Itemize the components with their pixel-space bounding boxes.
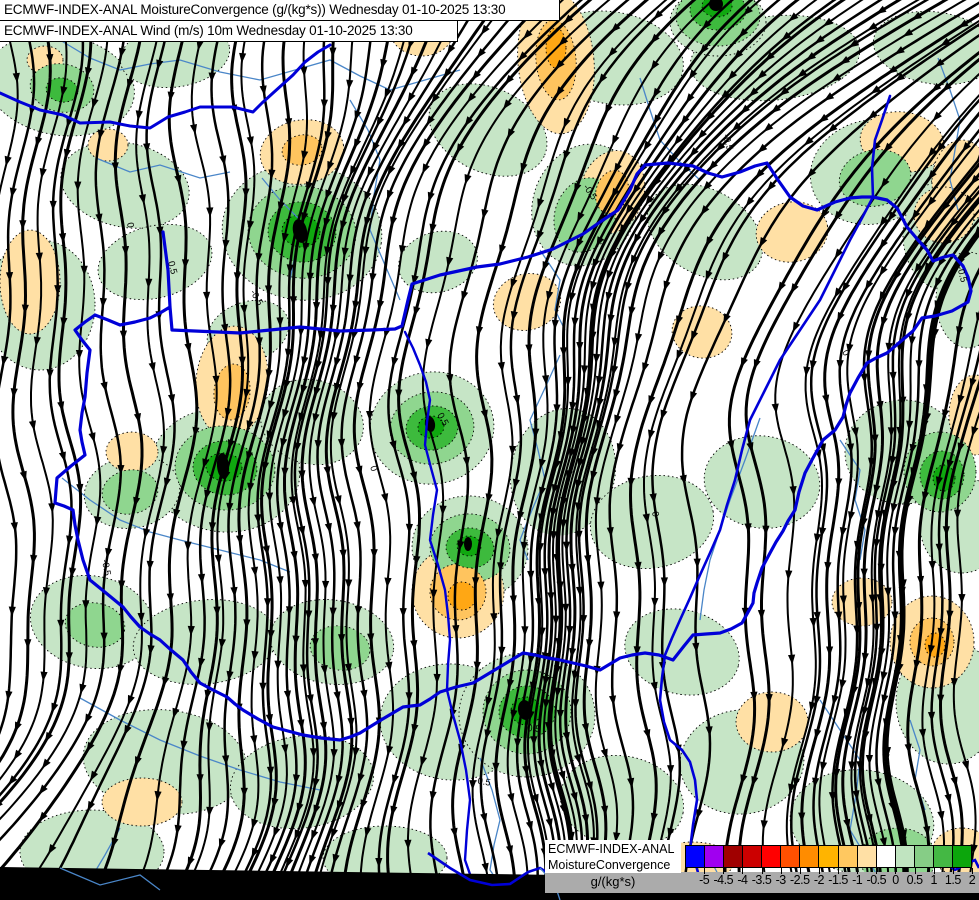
legend-color-cell xyxy=(723,845,743,868)
legend-tick-label: -3 xyxy=(775,873,787,887)
header-title-moisture: ECMWF-INDEX-ANAL MoistureConvergence (g/… xyxy=(0,0,560,21)
legend-tick xyxy=(761,868,763,874)
legend-colorbar xyxy=(685,845,972,868)
header: ECMWF-INDEX-ANAL MoistureConvergence (g/… xyxy=(0,0,560,42)
svg-text:-0.5: -0.5 xyxy=(99,559,113,577)
legend-tick-label: 0.5 xyxy=(906,873,923,887)
legend-tick-label: -3.5 xyxy=(751,873,772,887)
legend: ECMWF-INDEX-ANAL MoistureConvergence g/(… xyxy=(545,840,979,900)
legend-tick xyxy=(857,868,859,874)
legend-tick xyxy=(952,868,954,874)
legend-tick xyxy=(838,868,840,874)
legend-tick-label: -1.5 xyxy=(828,873,848,887)
legend-tick xyxy=(780,868,782,874)
legend-tick-label: -4.5 xyxy=(713,873,734,887)
legend-color-cell xyxy=(837,845,857,868)
legend-title-line2: MoistureConvergence xyxy=(548,858,671,872)
legend-tick xyxy=(876,868,878,874)
legend-color-cell xyxy=(761,845,781,868)
legend-color-cell xyxy=(894,845,914,868)
legend-color-cell xyxy=(742,845,762,868)
legend-unit: g/(kg*s) xyxy=(590,874,636,889)
legend-title: ECMWF-INDEX-ANAL MoistureConvergence xyxy=(545,840,681,873)
svg-text:-0.5: -0.5 xyxy=(954,265,969,284)
legend-tick xyxy=(933,868,935,874)
legend-color-cell xyxy=(875,845,895,868)
svg-text:-0.5: -0.5 xyxy=(720,133,735,152)
legend-color-cell xyxy=(685,845,705,868)
legend-tick xyxy=(742,868,744,874)
legend-tick xyxy=(914,868,916,874)
legend-color-cell xyxy=(932,845,952,868)
country-borders xyxy=(0,43,973,900)
legend-color-cell xyxy=(951,845,972,868)
svg-text:0: 0 xyxy=(367,464,379,473)
svg-text:0.5: 0.5 xyxy=(527,723,541,735)
legend-tick-label: 1.5 xyxy=(944,873,961,887)
legend-color-cell xyxy=(856,845,876,868)
legend-color-cell xyxy=(913,845,933,868)
legend-tick-label: 2 xyxy=(968,873,976,887)
legend-tick-label: 1 xyxy=(930,873,937,887)
legend-tick xyxy=(704,868,706,874)
legend-tick-label: 0 xyxy=(892,873,899,887)
legend-color-cell xyxy=(799,845,819,868)
legend-tick-label: -4 xyxy=(737,873,748,887)
legend-tick xyxy=(723,868,725,874)
legend-title-line1: ECMWF-INDEX-ANAL xyxy=(548,842,675,856)
svg-text:0: 0 xyxy=(124,222,136,229)
legend-tick xyxy=(799,868,801,874)
legend-tick xyxy=(972,868,973,874)
svg-text:-0.5: -0.5 xyxy=(473,775,491,789)
legend-color-cell xyxy=(818,845,838,868)
legend-tick-label: -2 xyxy=(813,873,825,887)
svg-text:0.5: 0.5 xyxy=(165,260,179,276)
legend-tick xyxy=(895,868,897,874)
svg-text:0: 0 xyxy=(649,511,661,518)
legend-color-cell xyxy=(780,845,800,868)
legend-grey-band xyxy=(545,872,979,893)
legend-tick-label: -2.5 xyxy=(790,873,810,887)
legend-tick-label: -1 xyxy=(852,873,863,887)
svg-text:0: 0 xyxy=(839,348,851,358)
header-title-wind: ECMWF-INDEX-ANAL Wind (m/s) 10m Wednesda… xyxy=(0,21,458,42)
legend-tick-label: -5 xyxy=(699,873,710,887)
legend-color-cell xyxy=(704,845,724,868)
legend-tick-label: -0.5 xyxy=(866,873,887,887)
legend-tick xyxy=(818,868,820,874)
